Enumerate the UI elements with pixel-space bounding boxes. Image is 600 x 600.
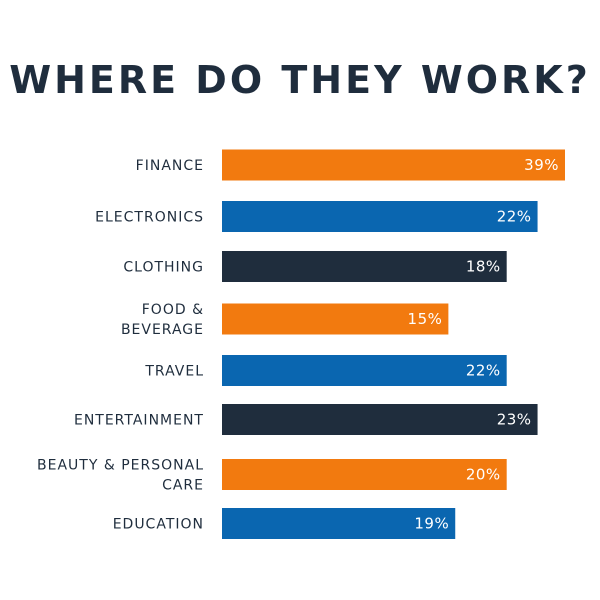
category-label-6: BEAUTY & PERSONAL CARE	[37, 458, 204, 494]
bar-value-label-7: 19%	[414, 515, 449, 533]
category-label-line: CARE	[162, 478, 204, 494]
bar-value-label-1: 22%	[497, 208, 532, 226]
bar-4	[222, 355, 507, 386]
bar-value-label-3: 15%	[408, 310, 443, 328]
bar-value-label-0: 39%	[524, 156, 559, 174]
category-label-line: CLOTHING	[123, 260, 204, 276]
bar-value-label-2: 18%	[466, 258, 501, 276]
category-label-line: BEAUTY & PERSONAL	[37, 458, 204, 474]
bar-1	[222, 201, 538, 232]
category-label-line: ELECTRONICS	[95, 210, 204, 226]
category-label-2: CLOTHING	[123, 260, 204, 276]
bar-6	[222, 459, 507, 490]
bar-7	[222, 508, 456, 539]
category-label-3: FOOD & BEVERAGE	[121, 302, 204, 338]
bar-value-label-5: 23%	[497, 411, 532, 429]
bar-5	[222, 404, 538, 435]
category-labels-layer: FINANCE ELECTRONICS CLOTHING FOOD & BEVERAGE…	[37, 158, 204, 533]
category-label-5: ENTERTAINMENT	[74, 413, 204, 429]
category-label-line: BEVERAGE	[121, 322, 204, 338]
chart-title: WHERE DO THEY WORK?	[9, 58, 591, 102]
category-label-line: ENTERTAINMENT	[74, 413, 204, 429]
category-label-0: FINANCE	[136, 158, 204, 174]
bar-value-label-6: 20%	[466, 466, 501, 484]
category-label-1: ELECTRONICS	[95, 210, 204, 226]
category-label-line: FINANCE	[136, 158, 204, 174]
category-label-line: EDUCATION	[113, 517, 204, 533]
category-label-line: FOOD &	[142, 302, 204, 318]
bar-2	[222, 251, 507, 282]
category-label-4: TRAVEL	[144, 364, 204, 380]
category-label-line: TRAVEL	[144, 364, 204, 380]
bar-0	[222, 149, 565, 181]
bars-layer: 39% 22% 18% 15% 22% 23% 20% 19%	[222, 149, 565, 539]
bar-value-label-4: 22%	[466, 362, 501, 380]
category-label-7: EDUCATION	[113, 517, 204, 533]
bar-3	[222, 303, 449, 335]
